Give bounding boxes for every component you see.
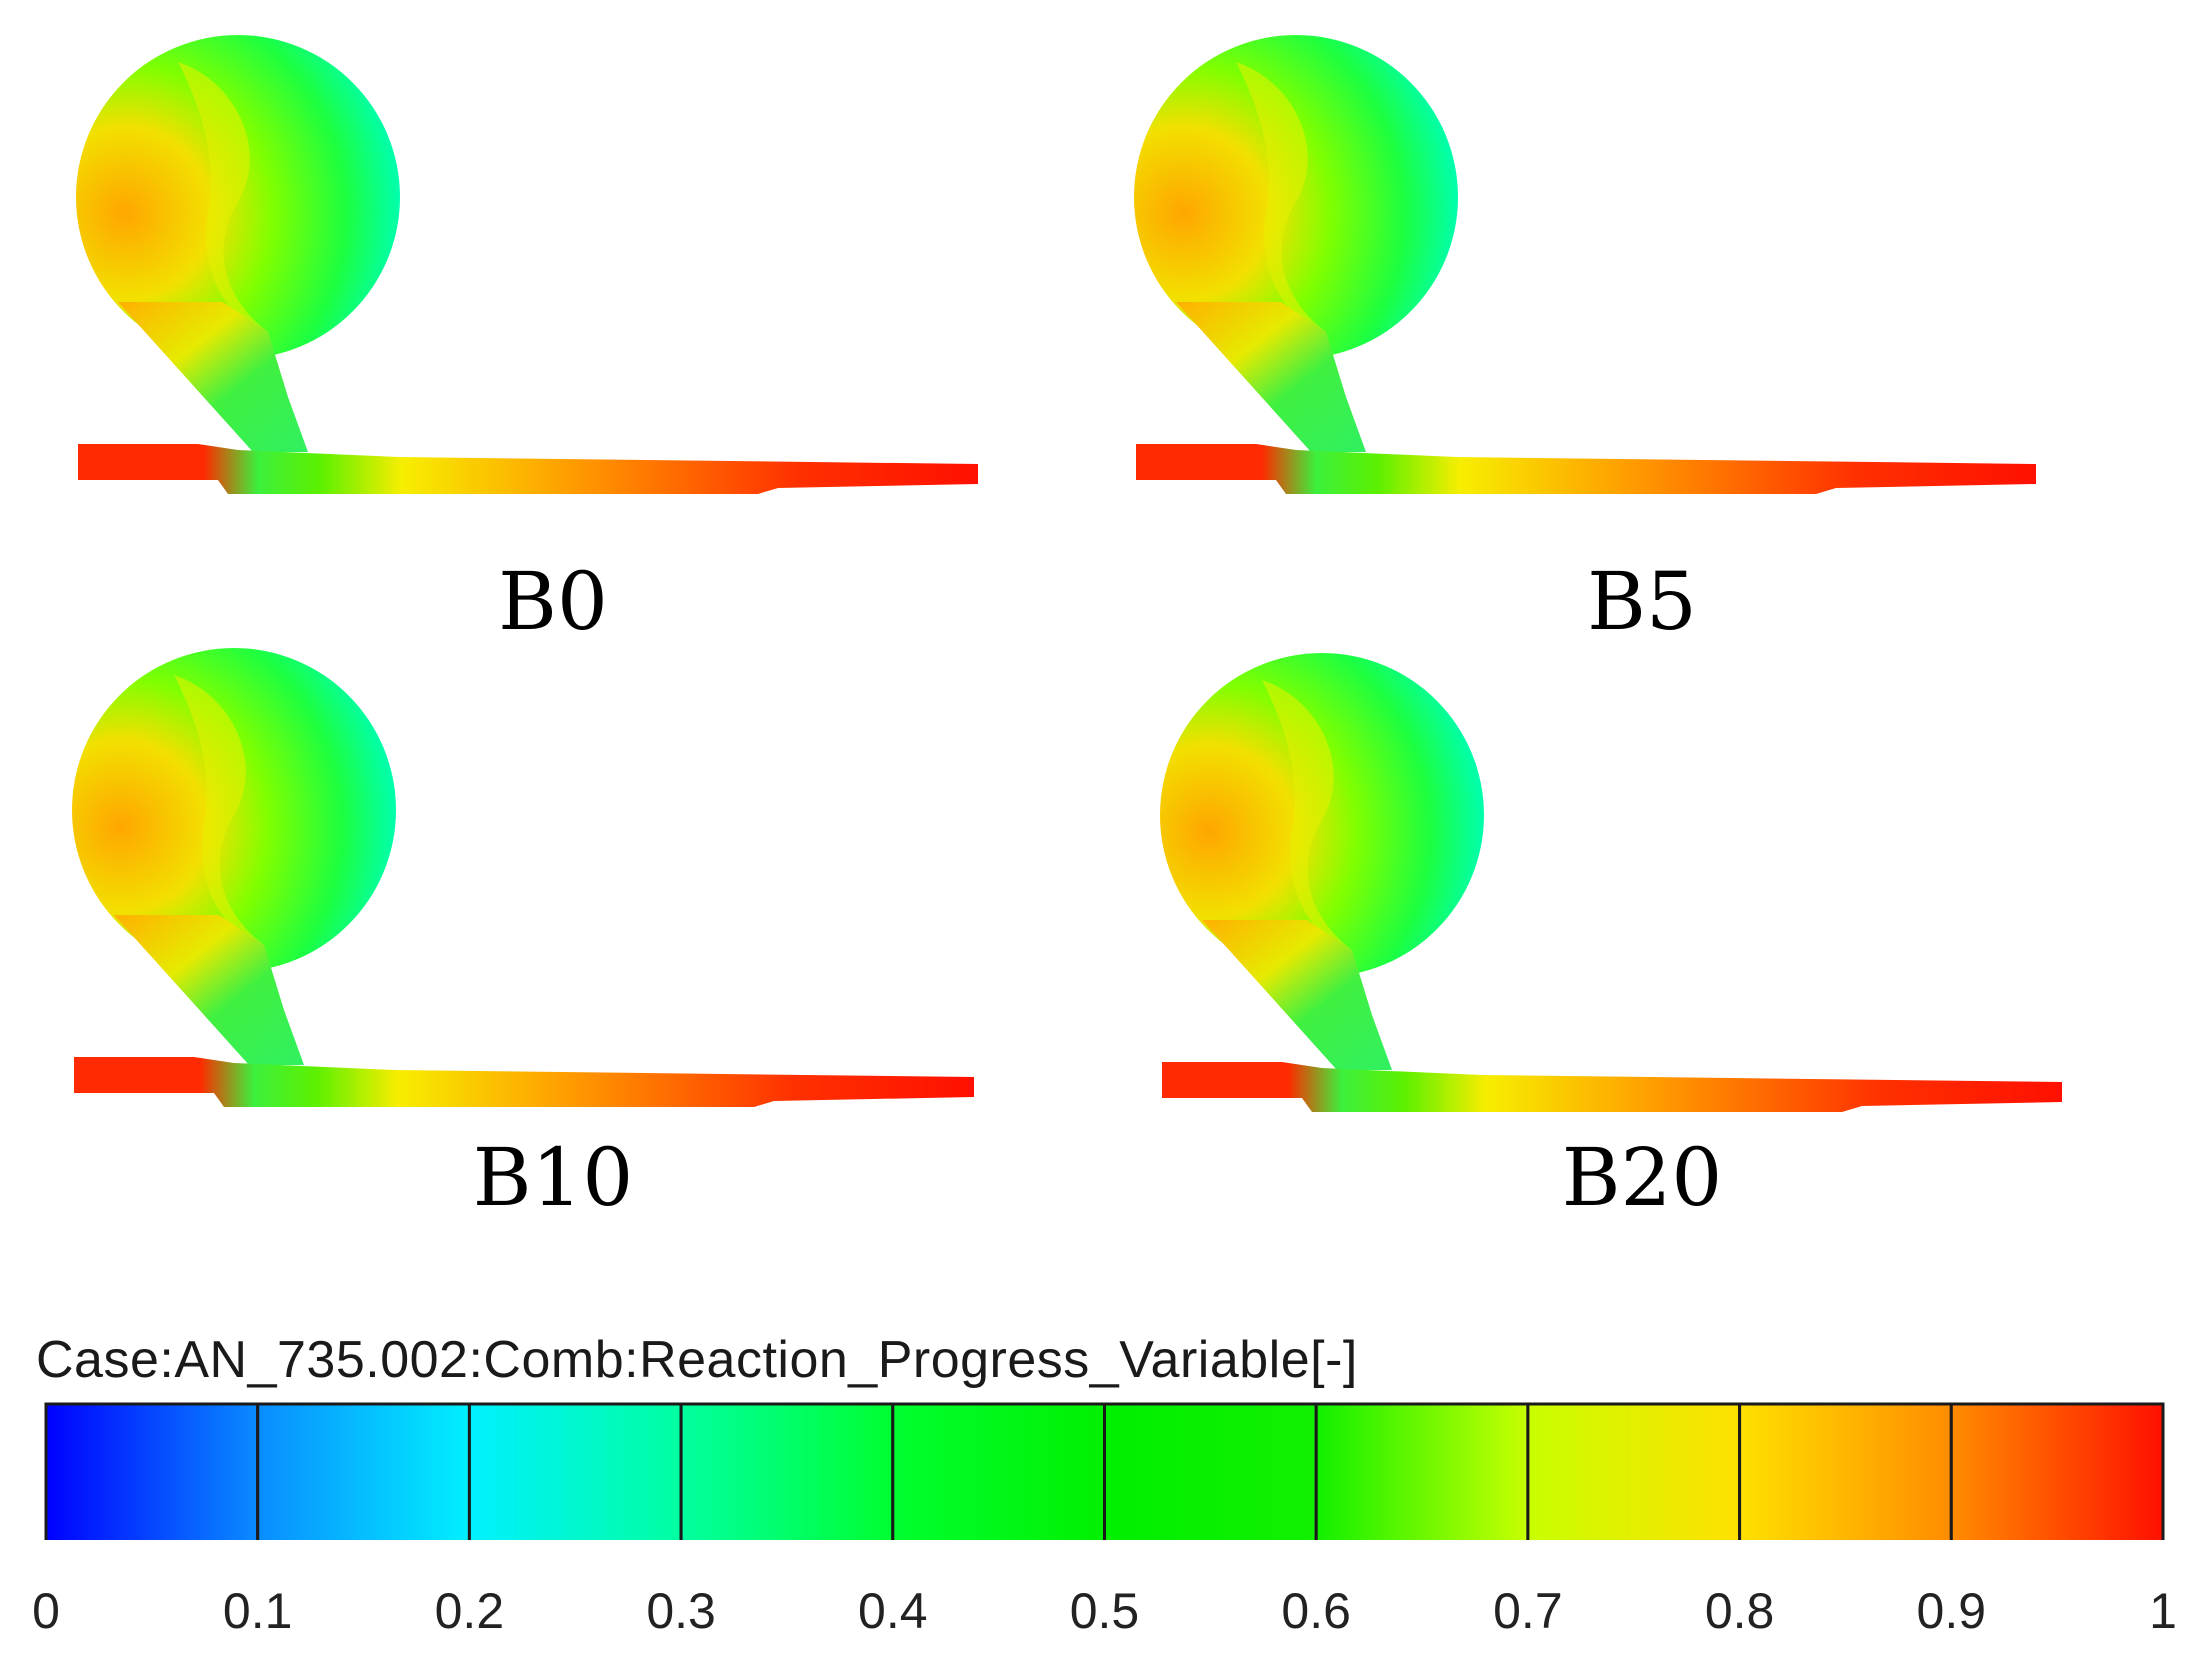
neck-region (118, 302, 308, 452)
color-bar-tick-label: 0.7 (1493, 1583, 1563, 1639)
color-bar-tick-label: 0.6 (1281, 1583, 1351, 1639)
contour-panel-b0 (76, 35, 978, 494)
color-bar-tick-label: 1 (2149, 1583, 2177, 1639)
legend-title: Case:AN_735.002:Comb:Reaction_Progress_V… (36, 1331, 1358, 1389)
color-bar-segment (1738, 1402, 1953, 1540)
runner-region (74, 1057, 974, 1107)
color-bar-tick-label: 0.8 (1704, 1583, 1775, 1639)
neck-region (1202, 920, 1392, 1070)
color-bar-tick-label: 0.1 (222, 1583, 293, 1639)
runner-region (1136, 444, 2036, 494)
color-bar-segment (1314, 1402, 1530, 1540)
panel-label-b20: B20 (1561, 1131, 1723, 1224)
color-bar-segment (1949, 1402, 2165, 1540)
color-bar-tick-label: 0 (32, 1583, 60, 1639)
neck-region (114, 915, 304, 1065)
contour-panel-b20 (1160, 653, 2062, 1112)
color-bar-tick-label: 0.3 (646, 1583, 716, 1639)
neck-region (1176, 302, 1366, 452)
swirl-band (178, 62, 268, 332)
color-bar-tick-label: 0.4 (858, 1583, 928, 1639)
color-bar (44, 1402, 2165, 1540)
color-bar-segment (256, 1402, 471, 1540)
runner-region (1162, 1062, 2062, 1112)
contour-panels (72, 35, 2062, 1112)
panel-label-b10: B10 (472, 1131, 634, 1224)
contour-panel-b10 (72, 648, 974, 1107)
contour-panel-b5 (1134, 35, 2036, 494)
color-bar-segment (1103, 1402, 1318, 1540)
color-bar-tick-label: 0.9 (1916, 1583, 1987, 1639)
swirl-band (1236, 62, 1326, 332)
color-bar-segment (44, 1402, 260, 1540)
color-bar-segment (891, 1402, 1106, 1540)
color-bar-segment (679, 1402, 895, 1540)
runner-region (78, 444, 978, 494)
color-bar-tick-label: 0.2 (434, 1583, 505, 1639)
color-bar-tick-label: 0.5 (1069, 1583, 1140, 1639)
swirl-band (174, 675, 264, 945)
color-bar-segment (1526, 1402, 1742, 1540)
panel-label-b5: B5 (1587, 555, 1697, 648)
swirl-band (1262, 680, 1352, 950)
panel-label-b0: B0 (498, 555, 608, 648)
color-bar-segment (467, 1402, 683, 1540)
